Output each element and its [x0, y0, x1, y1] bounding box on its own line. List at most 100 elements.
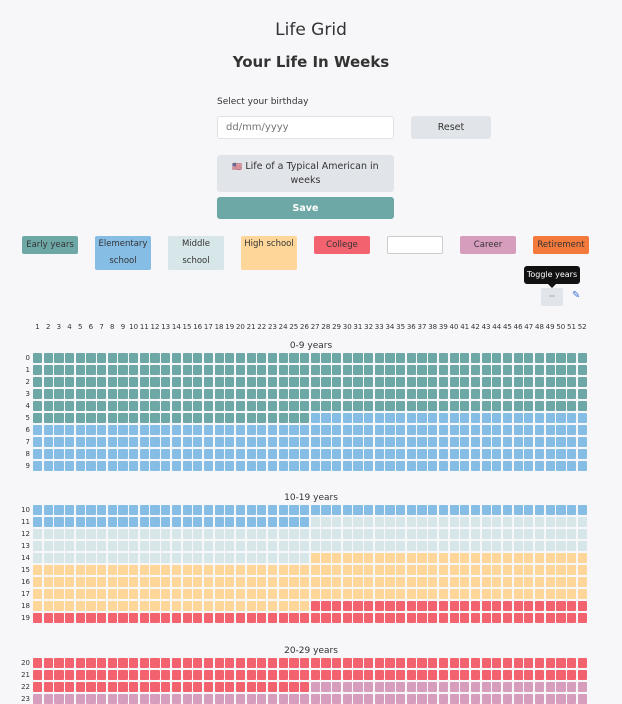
week-cell[interactable] — [534, 365, 545, 375]
week-cell[interactable] — [353, 437, 363, 447]
week-cell[interactable] — [225, 365, 235, 375]
week-cell[interactable] — [214, 553, 224, 563]
week-cell[interactable] — [492, 577, 502, 587]
week-cell[interactable] — [65, 694, 75, 704]
week-cell[interactable] — [406, 601, 416, 611]
week-cell[interactable] — [342, 449, 352, 459]
week-cell[interactable] — [289, 517, 299, 527]
week-cell[interactable] — [332, 682, 342, 692]
week-cell[interactable] — [470, 565, 481, 575]
week-cell[interactable] — [556, 413, 566, 423]
week-cell[interactable] — [502, 425, 513, 435]
week-cell[interactable] — [118, 565, 128, 575]
week-cell[interactable] — [577, 670, 587, 680]
week-cell[interactable] — [150, 413, 160, 423]
week-cell[interactable] — [438, 529, 449, 539]
week-cell[interactable] — [139, 517, 149, 527]
week-cell[interactable] — [524, 365, 534, 375]
week-cell[interactable] — [502, 682, 513, 692]
week-cell[interactable] — [310, 589, 320, 599]
week-cell[interactable] — [374, 401, 384, 411]
week-cell[interactable] — [374, 365, 384, 375]
week-cell[interactable] — [396, 589, 406, 599]
week-cell[interactable] — [118, 353, 128, 363]
week-cell[interactable] — [118, 529, 128, 539]
week-cell[interactable] — [171, 389, 182, 399]
week-cell[interactable] — [300, 658, 310, 668]
week-cell[interactable] — [129, 541, 139, 551]
week-cell[interactable] — [438, 425, 449, 435]
week-cell[interactable] — [203, 565, 214, 575]
week-cell[interactable] — [214, 565, 224, 575]
week-cell[interactable] — [257, 613, 267, 623]
week-cell[interactable] — [353, 353, 363, 363]
week-cell[interactable] — [289, 425, 299, 435]
week-cell[interactable] — [33, 541, 43, 551]
week-cell[interactable] — [556, 565, 566, 575]
week-cell[interactable] — [556, 437, 566, 447]
week-cell[interactable] — [203, 601, 214, 611]
week-cell[interactable] — [33, 389, 43, 399]
week-cell[interactable] — [513, 565, 523, 575]
week-cell[interactable] — [65, 377, 75, 387]
week-cell[interactable] — [54, 658, 64, 668]
week-cell[interactable] — [417, 577, 427, 587]
week-cell[interactable] — [502, 694, 513, 704]
week-cell[interactable] — [246, 577, 256, 587]
week-cell[interactable] — [225, 401, 235, 411]
week-cell[interactable] — [129, 601, 139, 611]
week-cell[interactable] — [129, 658, 139, 668]
week-cell[interactable] — [460, 505, 470, 515]
week-cell[interactable] — [246, 425, 256, 435]
week-cell[interactable] — [406, 577, 416, 587]
week-cell[interactable] — [97, 461, 107, 471]
week-cell[interactable] — [300, 670, 310, 680]
week-cell[interactable] — [193, 517, 203, 527]
week-cell[interactable] — [107, 461, 117, 471]
week-cell[interactable] — [203, 401, 214, 411]
week-cell[interactable] — [161, 658, 171, 668]
week-cell[interactable] — [161, 577, 171, 587]
week-cell[interactable] — [289, 377, 299, 387]
week-cell[interactable] — [534, 658, 545, 668]
week-cell[interactable] — [460, 577, 470, 587]
week-cell[interactable] — [310, 437, 320, 447]
week-cell[interactable] — [406, 365, 416, 375]
week-cell[interactable] — [502, 517, 513, 527]
week-cell[interactable] — [449, 377, 459, 387]
week-cell[interactable] — [470, 389, 481, 399]
week-cell[interactable] — [428, 541, 438, 551]
week-cell[interactable] — [300, 449, 310, 459]
week-cell[interactable] — [417, 365, 427, 375]
week-cell[interactable] — [107, 517, 117, 527]
week-cell[interactable] — [193, 601, 203, 611]
week-cell[interactable] — [129, 413, 139, 423]
week-cell[interactable] — [267, 461, 278, 471]
week-cell[interactable] — [396, 694, 406, 704]
week-cell[interactable] — [481, 670, 491, 680]
week-cell[interactable] — [118, 449, 128, 459]
week-cell[interactable] — [310, 682, 320, 692]
week-cell[interactable] — [43, 577, 53, 587]
legend-item[interactable]: Early years — [22, 236, 78, 254]
week-cell[interactable] — [524, 425, 534, 435]
week-cell[interactable] — [33, 658, 43, 668]
week-cell[interactable] — [171, 401, 182, 411]
week-cell[interactable] — [182, 425, 192, 435]
week-cell[interactable] — [278, 553, 288, 563]
week-cell[interactable] — [33, 589, 43, 599]
week-cell[interactable] — [225, 389, 235, 399]
week-cell[interactable] — [534, 377, 545, 387]
week-cell[interactable] — [567, 694, 577, 704]
week-cell[interactable] — [65, 449, 75, 459]
week-cell[interactable] — [310, 577, 320, 587]
week-cell[interactable] — [65, 553, 75, 563]
week-cell[interactable] — [214, 461, 224, 471]
week-cell[interactable] — [97, 365, 107, 375]
week-cell[interactable] — [97, 353, 107, 363]
week-cell[interactable] — [374, 589, 384, 599]
week-cell[interactable] — [225, 413, 235, 423]
week-cell[interactable] — [182, 461, 192, 471]
week-cell[interactable] — [470, 601, 481, 611]
week-cell[interactable] — [332, 389, 342, 399]
